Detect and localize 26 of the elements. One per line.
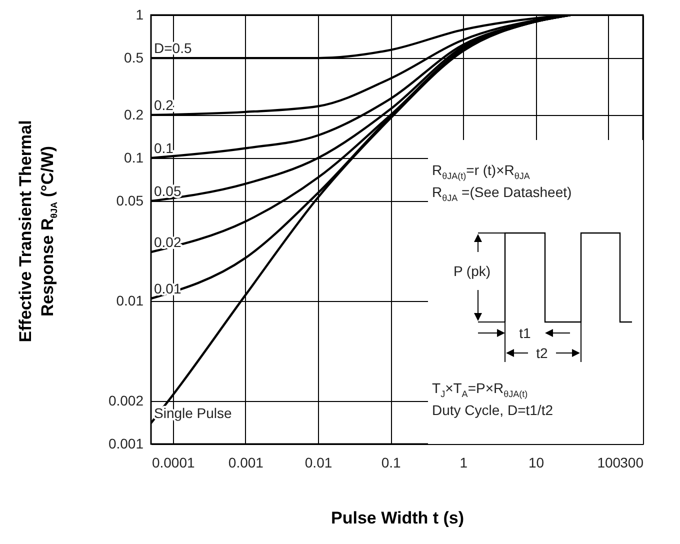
y-tick-label: 0.01 — [116, 292, 144, 308]
y-tick-label: 0.002 — [108, 392, 144, 408]
annotation: t1 — [519, 325, 532, 341]
x-tick-label: 0.01 — [304, 454, 332, 470]
annotation: Duty Cycle, D=t1/t2 — [432, 402, 553, 418]
x-tick-label: 300 — [620, 454, 644, 470]
annotation: T$_{J}$×T$_{A}$=P×R$_{θJA(t)}$ — [432, 380, 528, 399]
series-label: 0.1 — [154, 140, 174, 156]
y-tick-label: 0.5 — [124, 50, 144, 66]
x-tick-label: 0.001 — [228, 454, 264, 470]
y-tick-label: 1 — [136, 6, 144, 22]
annotation: R$_{θJA}$ =(See Datasheet) — [432, 184, 572, 203]
annotation: P (pk) — [453, 263, 491, 279]
annotation: R$_{θJA(t)}$=r (t)×R$_{θJA}$ — [432, 162, 530, 181]
annotation: t2 — [536, 345, 548, 361]
y-tick-label: 0.2 — [124, 106, 144, 122]
y-tick-label: 0.1 — [124, 150, 144, 166]
x-tick-label: 100 — [597, 454, 621, 470]
x-tick-label: 10 — [528, 454, 544, 470]
x-tick-label: 1 — [460, 454, 468, 470]
x-axis-title: Pulse Width t (s) — [330, 508, 464, 528]
x-tick-label: 0.1 — [381, 454, 402, 470]
y-tick-label: 0.05 — [116, 192, 144, 209]
y-tick-label: 0.001 — [108, 436, 144, 452]
x-tick-label: 0.0001 — [152, 454, 195, 470]
series-label: 0.2 — [154, 96, 174, 113]
